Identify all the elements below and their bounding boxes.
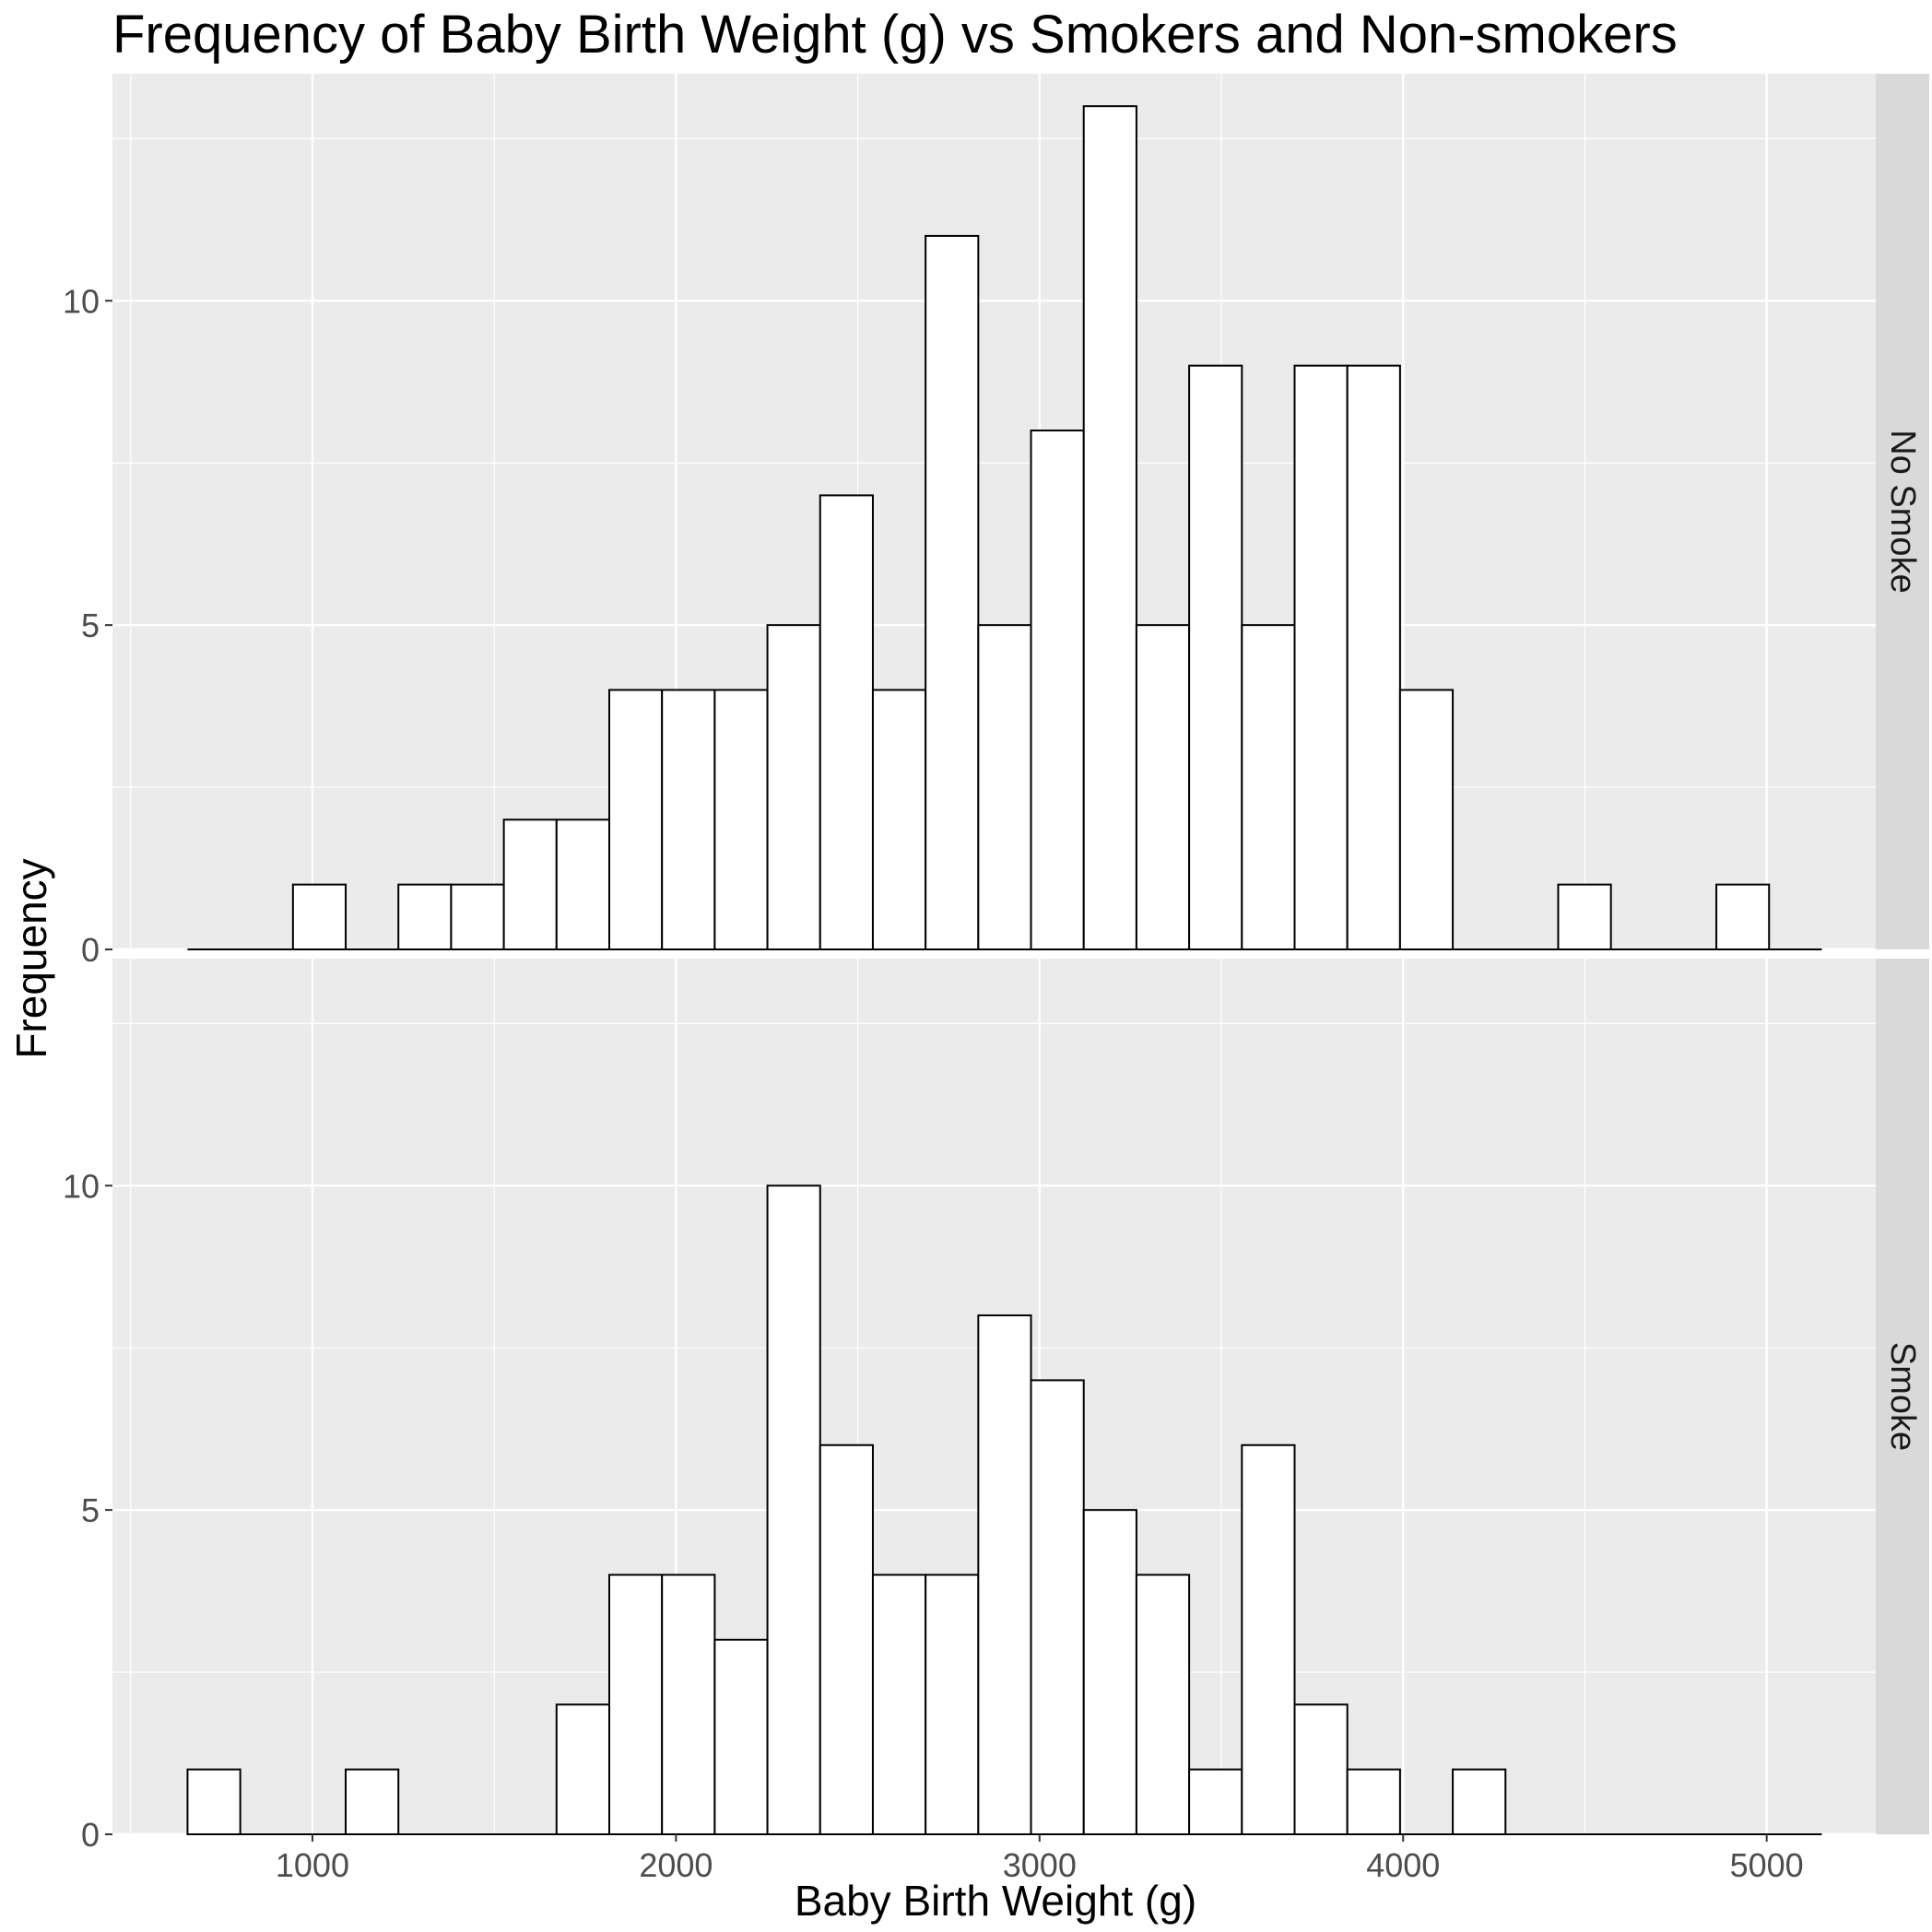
y-tick-label: 0 <box>81 931 100 969</box>
y-axis-title: Frequency <box>7 858 55 1058</box>
histogram-bar <box>766 1184 821 1835</box>
histogram-bar <box>1346 1768 1401 1836</box>
histogram-bar <box>713 689 769 950</box>
facet-strip-label: Smoke <box>1883 1342 1922 1451</box>
histogram-bar <box>1293 1703 1349 1836</box>
histogram-bar <box>607 1573 664 1836</box>
histogram-bar <box>925 234 980 951</box>
histogram-bar <box>977 624 1032 950</box>
histogram-bar <box>1188 364 1243 950</box>
x-tick-label: 5000 <box>1730 1846 1804 1884</box>
histogram-bar <box>1135 1573 1191 1836</box>
histogram-bar <box>1188 1768 1243 1836</box>
histogram-bar <box>1452 1768 1507 1836</box>
x-tick-label: 3000 <box>1003 1846 1077 1884</box>
histogram-bar <box>1241 1443 1296 1836</box>
histogram-bar <box>766 624 821 950</box>
histogram-bar <box>925 1573 980 1836</box>
histogram-bar <box>1030 1379 1085 1835</box>
y-tick-label: 5 <box>81 1491 100 1529</box>
x-tick-label: 2000 <box>639 1846 713 1884</box>
facet-strip-label: No Smoke <box>1883 430 1922 593</box>
y-tick-label: 10 <box>63 1167 100 1205</box>
histogram-bar <box>661 689 716 950</box>
x-axis: 1000 2000 3000 4000 5000 <box>276 1834 1804 1884</box>
x-tick-label: 1000 <box>276 1846 349 1884</box>
x-axis-title: Baby Birth Weight (g) <box>795 1877 1196 1925</box>
histogram-bar <box>555 819 610 951</box>
histogram-bar <box>555 1703 610 1836</box>
histogram-bar <box>1293 364 1349 950</box>
histogram-bar <box>345 1768 400 1836</box>
y-tick-label: 5 <box>81 607 100 644</box>
panel-no-smoke: 0 5 10 No Smoke <box>63 74 1929 969</box>
histogram-bar <box>397 883 453 951</box>
histogram-bar <box>661 1573 716 1836</box>
histogram-bar <box>819 1443 874 1836</box>
histogram-bar <box>1557 883 1612 951</box>
histogram-bar <box>871 1573 927 1836</box>
histogram-bar <box>977 1314 1032 1835</box>
facet-strip <box>1876 74 1929 949</box>
histogram-bar <box>502 819 558 951</box>
histogram-bar <box>713 1638 769 1836</box>
facet-panels: 0 5 10 No Smoke 0 5 10 Smoke <box>63 74 1929 1854</box>
histogram-bar <box>1082 1509 1137 1836</box>
y-tick-label: 0 <box>81 1816 100 1854</box>
histogram-bar <box>1135 624 1191 950</box>
histogram-bar <box>1715 883 1771 951</box>
histogram-bar <box>450 883 505 951</box>
x-tick-label: 4000 <box>1366 1846 1440 1884</box>
histogram-bar <box>1241 624 1296 950</box>
histogram-bar <box>186 1768 242 1836</box>
histogram-bar <box>1030 430 1085 950</box>
chart-title: Frequency of Baby Birth Weight (g) vs Sm… <box>112 5 1678 65</box>
panel-smoke: 0 5 10 Smoke <box>63 959 1929 1854</box>
facet-strip <box>1876 959 1929 1834</box>
histogram-bar <box>871 689 927 950</box>
histogram-bar <box>819 494 874 950</box>
histogram-bar <box>1346 364 1401 950</box>
histogram-bar <box>291 883 348 951</box>
histogram-bar <box>607 689 664 950</box>
y-tick-label: 10 <box>63 282 100 320</box>
histogram-bar <box>1082 105 1137 951</box>
histogram-bar <box>1398 689 1455 950</box>
